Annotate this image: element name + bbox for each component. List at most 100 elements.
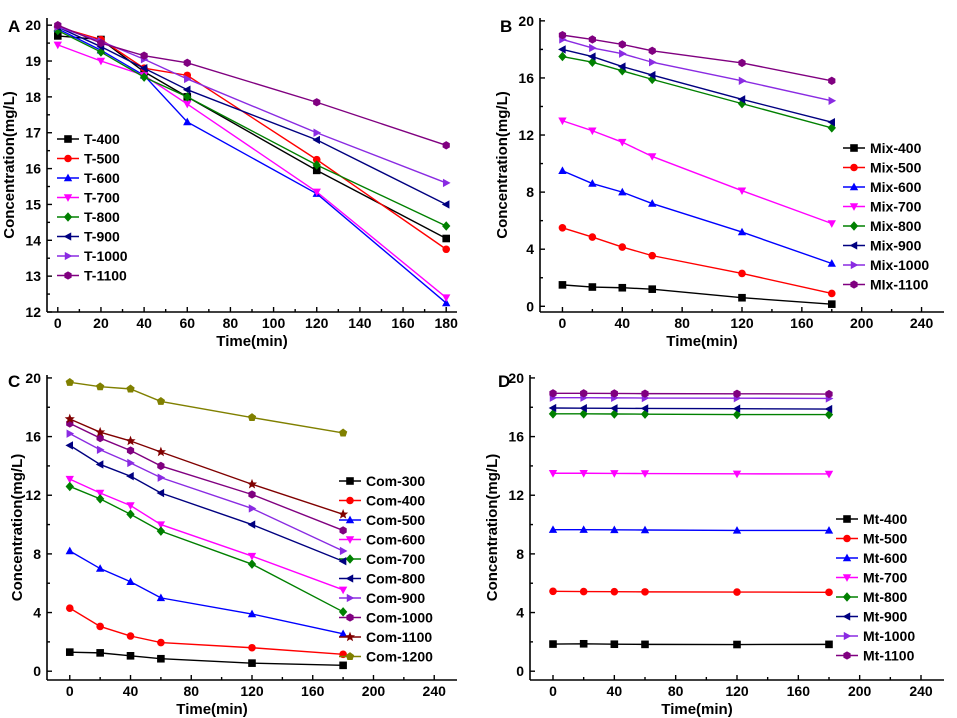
legend-label: T-1100 bbox=[84, 268, 127, 284]
series-Com-500 bbox=[65, 546, 348, 638]
data-point bbox=[738, 76, 747, 85]
legend-entry: T-1100 bbox=[57, 268, 127, 284]
legend-label: Mt-500 bbox=[863, 531, 908, 547]
series-Mix-500 bbox=[558, 223, 836, 298]
legend-label: Mix-800 bbox=[870, 218, 922, 234]
data-point bbox=[732, 526, 742, 534]
legend-label: Com-800 bbox=[366, 571, 425, 587]
data-point bbox=[579, 470, 588, 478]
data-point bbox=[579, 525, 588, 533]
data-point bbox=[156, 593, 166, 602]
legend-marker bbox=[345, 574, 354, 583]
panel-label: A bbox=[8, 17, 20, 36]
legend-entry: Mt-700 bbox=[836, 570, 908, 586]
series-Mix-700 bbox=[558, 117, 836, 228]
y-tick-label: 15 bbox=[25, 196, 41, 212]
data-point bbox=[96, 622, 104, 631]
data-point bbox=[127, 458, 135, 468]
data-point bbox=[247, 552, 257, 561]
data-point bbox=[549, 587, 557, 596]
legend-marker bbox=[842, 612, 851, 621]
data-point bbox=[733, 588, 741, 596]
data-point bbox=[183, 58, 191, 67]
series-line bbox=[69, 381, 344, 434]
legend-label: Mt-600 bbox=[863, 550, 908, 566]
x-tick-label: 180 bbox=[435, 315, 459, 331]
y-tick-label: 8 bbox=[33, 546, 41, 562]
data-point bbox=[648, 199, 657, 207]
data-point bbox=[588, 127, 597, 136]
data-point bbox=[95, 564, 105, 572]
series-line bbox=[562, 34, 832, 82]
y-tick-label: 8 bbox=[526, 184, 534, 200]
legend-marker bbox=[64, 135, 72, 143]
data-point bbox=[738, 58, 746, 68]
legend-marker bbox=[345, 536, 355, 544]
data-point bbox=[548, 403, 557, 413]
y-tick-label: 12 bbox=[508, 487, 524, 503]
series-Mix-600 bbox=[558, 166, 836, 267]
y-tick-label: 18 bbox=[25, 89, 41, 105]
legend-label: T-900 bbox=[84, 229, 120, 245]
data-point bbox=[95, 460, 104, 469]
data-point bbox=[126, 577, 135, 585]
chart-panel-a: A 0 20 40 60 80 100 120 140 160 180 12 13 14 15 16 17 18 1… bbox=[1, 17, 458, 350]
y-tick-label: 0 bbox=[516, 663, 524, 679]
x-tick-label: 40 bbox=[607, 683, 623, 699]
legend-label: Mt-700 bbox=[863, 570, 908, 586]
series-Com-1000 bbox=[66, 419, 347, 535]
legend-entry: Mix-900 bbox=[843, 238, 922, 254]
y-axis-title: Concentration(mg/L) bbox=[9, 454, 26, 602]
legend-entry: T-900 bbox=[57, 229, 120, 245]
data-point bbox=[248, 504, 257, 513]
series-line bbox=[562, 284, 832, 305]
data-point bbox=[609, 404, 618, 413]
series-Mt-800 bbox=[548, 409, 834, 420]
data-point bbox=[828, 96, 837, 105]
x-axis-title: Time(min) bbox=[661, 701, 732, 718]
legend-marker bbox=[63, 173, 73, 182]
data-point bbox=[95, 382, 105, 391]
legend-entry: Com-1100 bbox=[339, 629, 432, 645]
series-Com-400 bbox=[65, 604, 347, 659]
legend-entry: Mt-1100 bbox=[836, 648, 915, 664]
legend-marker bbox=[346, 496, 354, 505]
y-tick-label: 4 bbox=[33, 605, 41, 621]
data-point bbox=[183, 100, 192, 109]
series-line bbox=[69, 485, 344, 613]
data-point bbox=[640, 404, 649, 413]
data-point bbox=[588, 52, 596, 61]
series-line bbox=[562, 48, 832, 123]
data-point bbox=[738, 293, 746, 302]
data-point bbox=[65, 604, 74, 612]
series-Com-800 bbox=[65, 441, 347, 566]
data-point bbox=[312, 166, 321, 175]
series-line bbox=[69, 433, 344, 552]
data-point bbox=[442, 141, 450, 150]
series-line bbox=[552, 407, 830, 410]
legend-label: T-500 bbox=[84, 151, 120, 167]
data-point bbox=[184, 74, 192, 84]
series-Mt-900 bbox=[548, 403, 833, 414]
data-point bbox=[641, 389, 649, 398]
data-point bbox=[248, 490, 256, 499]
x-tick-label: 80 bbox=[183, 683, 199, 699]
y-tick-label: 20 bbox=[508, 370, 524, 386]
data-point bbox=[338, 557, 347, 566]
data-point bbox=[588, 283, 597, 291]
data-point bbox=[825, 640, 833, 649]
legend-label: Mt-800 bbox=[863, 589, 908, 605]
data-point bbox=[640, 470, 650, 478]
series-Mt-1100 bbox=[549, 389, 833, 399]
legend-marker bbox=[849, 203, 859, 211]
data-point bbox=[824, 404, 833, 414]
data-point bbox=[588, 35, 596, 44]
data-point bbox=[732, 404, 741, 413]
legend-entry: Mix-1000 bbox=[843, 257, 929, 273]
data-point bbox=[733, 389, 741, 398]
series-line bbox=[69, 418, 344, 515]
legend-label: Com-300 bbox=[366, 473, 425, 489]
legend-label: Mix-500 bbox=[870, 160, 922, 176]
x-tick-label: 240 bbox=[910, 315, 934, 331]
